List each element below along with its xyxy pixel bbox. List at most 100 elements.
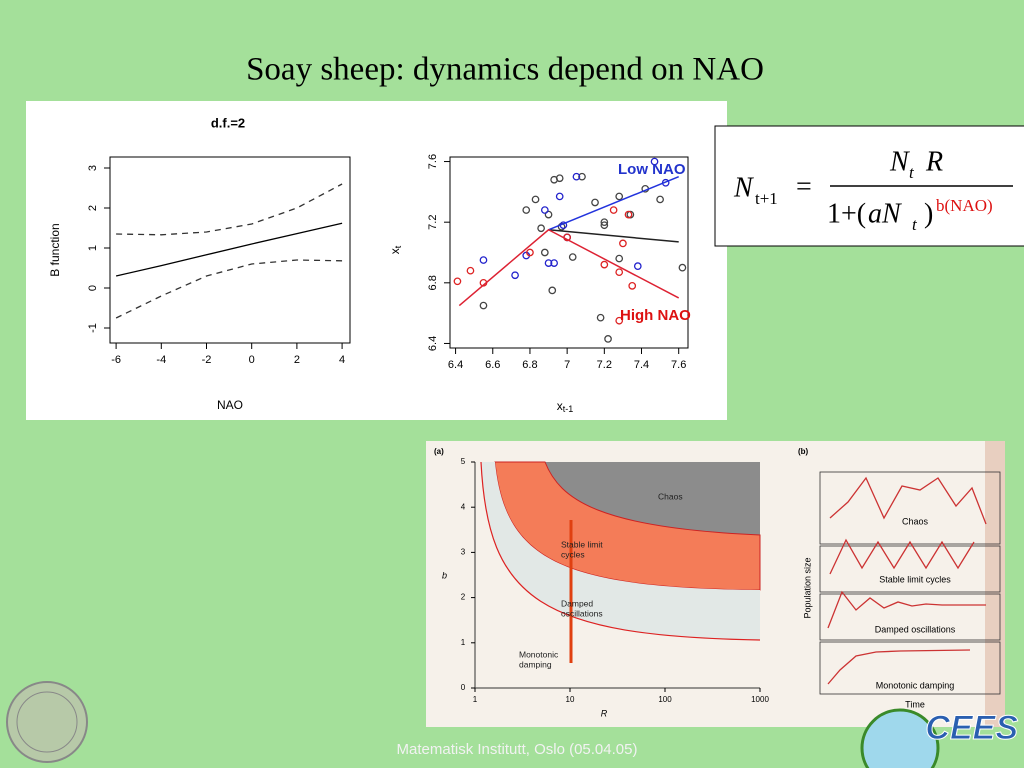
eq-num-sub: t: [909, 163, 915, 182]
annotation: High NAO: [620, 307, 691, 324]
y-tick-label: 1: [461, 638, 466, 647]
region-label: oscillations: [561, 608, 603, 618]
point: [453, 277, 462, 286]
point: [568, 253, 577, 261]
region-label: damping: [519, 659, 552, 669]
eq-den-sub: t: [912, 215, 918, 234]
panel-caption: Chaos: [902, 516, 929, 526]
y-axis-label-main: x: [388, 248, 402, 254]
damped-region: [481, 462, 760, 640]
university-seal-ring: [16, 691, 78, 753]
eq-num-r: R: [925, 146, 943, 177]
point: [633, 262, 642, 270]
point: [537, 224, 545, 233]
point: [604, 335, 612, 343]
x-tick-label: 6.6: [485, 359, 500, 371]
region-label: cycles: [561, 549, 585, 559]
time-series-panels: [819, 471, 1001, 695]
cees-logo: CEES: [925, 709, 1018, 747]
y-tick-label: 3: [461, 548, 466, 557]
point: [609, 206, 618, 214]
eq-exponent: b(NAO): [936, 196, 993, 215]
university-seal: [6, 681, 88, 763]
limit-cycle-region: [494, 461, 761, 591]
point: [600, 260, 609, 269]
eq-lhs-sub: t+1: [755, 189, 778, 208]
fit-line: [548, 229, 679, 243]
x-axis-label: NAO: [217, 398, 243, 412]
region-label: Monotonic: [519, 649, 559, 659]
x-tick-label: 6.4: [448, 359, 463, 371]
point: [572, 172, 581, 181]
y-tick-label: 7.2: [427, 215, 439, 230]
point: [479, 256, 488, 264]
point: [522, 206, 531, 214]
y-axis-label: Population size: [802, 557, 812, 618]
x-tick-label: -4: [156, 354, 166, 366]
x-tick-label: 0: [249, 354, 255, 366]
fit-line: [458, 228, 680, 307]
point: [678, 263, 687, 272]
cycle-series: [829, 538, 975, 575]
x-axis-label: xt-1: [557, 399, 574, 414]
eq-den-a: 1+(: [827, 198, 866, 229]
monotonic-series: [827, 649, 971, 685]
y-tick-label: 2: [461, 593, 466, 602]
x-tick-label: 1: [473, 695, 478, 704]
x-axis-label-sub: t-1: [563, 404, 574, 414]
x-axis-label: R: [601, 708, 608, 718]
x-tick-label: 7: [564, 359, 570, 371]
series-line: [115, 259, 343, 319]
point: [615, 254, 624, 263]
y-tick-label: 6.4: [427, 336, 439, 351]
x-tick-label: 7.4: [634, 359, 649, 371]
slide-title: Soay sheep: dynamics depend on NAO: [246, 52, 764, 88]
point: [526, 248, 534, 257]
y-axis-label: B function: [48, 223, 62, 276]
eq-num: N: [889, 146, 910, 177]
point: [615, 268, 624, 277]
plot-frame: [449, 156, 689, 349]
point: [555, 192, 564, 201]
annotation: Low NAO: [618, 161, 686, 178]
chaos-series: [829, 476, 987, 525]
point: [540, 248, 549, 257]
x-tick-label: 2: [294, 354, 300, 366]
point: [619, 239, 627, 248]
point: [511, 271, 519, 280]
fit-line: [548, 176, 679, 231]
y-axis-label: xt: [388, 245, 403, 254]
panel-frame: [819, 593, 1001, 641]
panel-caption: Damped oscillations: [875, 624, 956, 634]
point: [578, 172, 586, 181]
point: [555, 174, 564, 183]
x-axis-label-main: x: [557, 399, 563, 413]
damped-series: [827, 590, 986, 629]
page-edge: [985, 441, 1005, 727]
point: [600, 221, 609, 230]
panel-frame: [819, 641, 1001, 695]
x-tick-label: -2: [202, 354, 212, 366]
x-tick-label: 7.2: [597, 359, 612, 371]
point: [656, 195, 664, 204]
y-tick-label: -1: [87, 323, 99, 333]
x-tick-label: 10: [566, 695, 575, 704]
series-line: [115, 222, 343, 277]
point: [540, 206, 549, 214]
y-tick-label: 3: [87, 165, 99, 171]
y-tick-label: 7.6: [427, 154, 439, 169]
point: [596, 313, 605, 322]
eq-den-b: aN: [868, 198, 902, 229]
x-axis-label: Time: [905, 699, 925, 709]
point: [557, 222, 566, 231]
panel-frame: [819, 471, 1001, 545]
y-tick-label: 1: [87, 245, 99, 251]
x-tick-label: 7.6: [671, 359, 686, 371]
point: [544, 210, 553, 219]
point: [615, 192, 624, 201]
eq-den-c: ): [924, 198, 933, 229]
y-tick-label: 5: [461, 457, 466, 466]
point: [650, 157, 659, 166]
series-line: [116, 183, 343, 236]
